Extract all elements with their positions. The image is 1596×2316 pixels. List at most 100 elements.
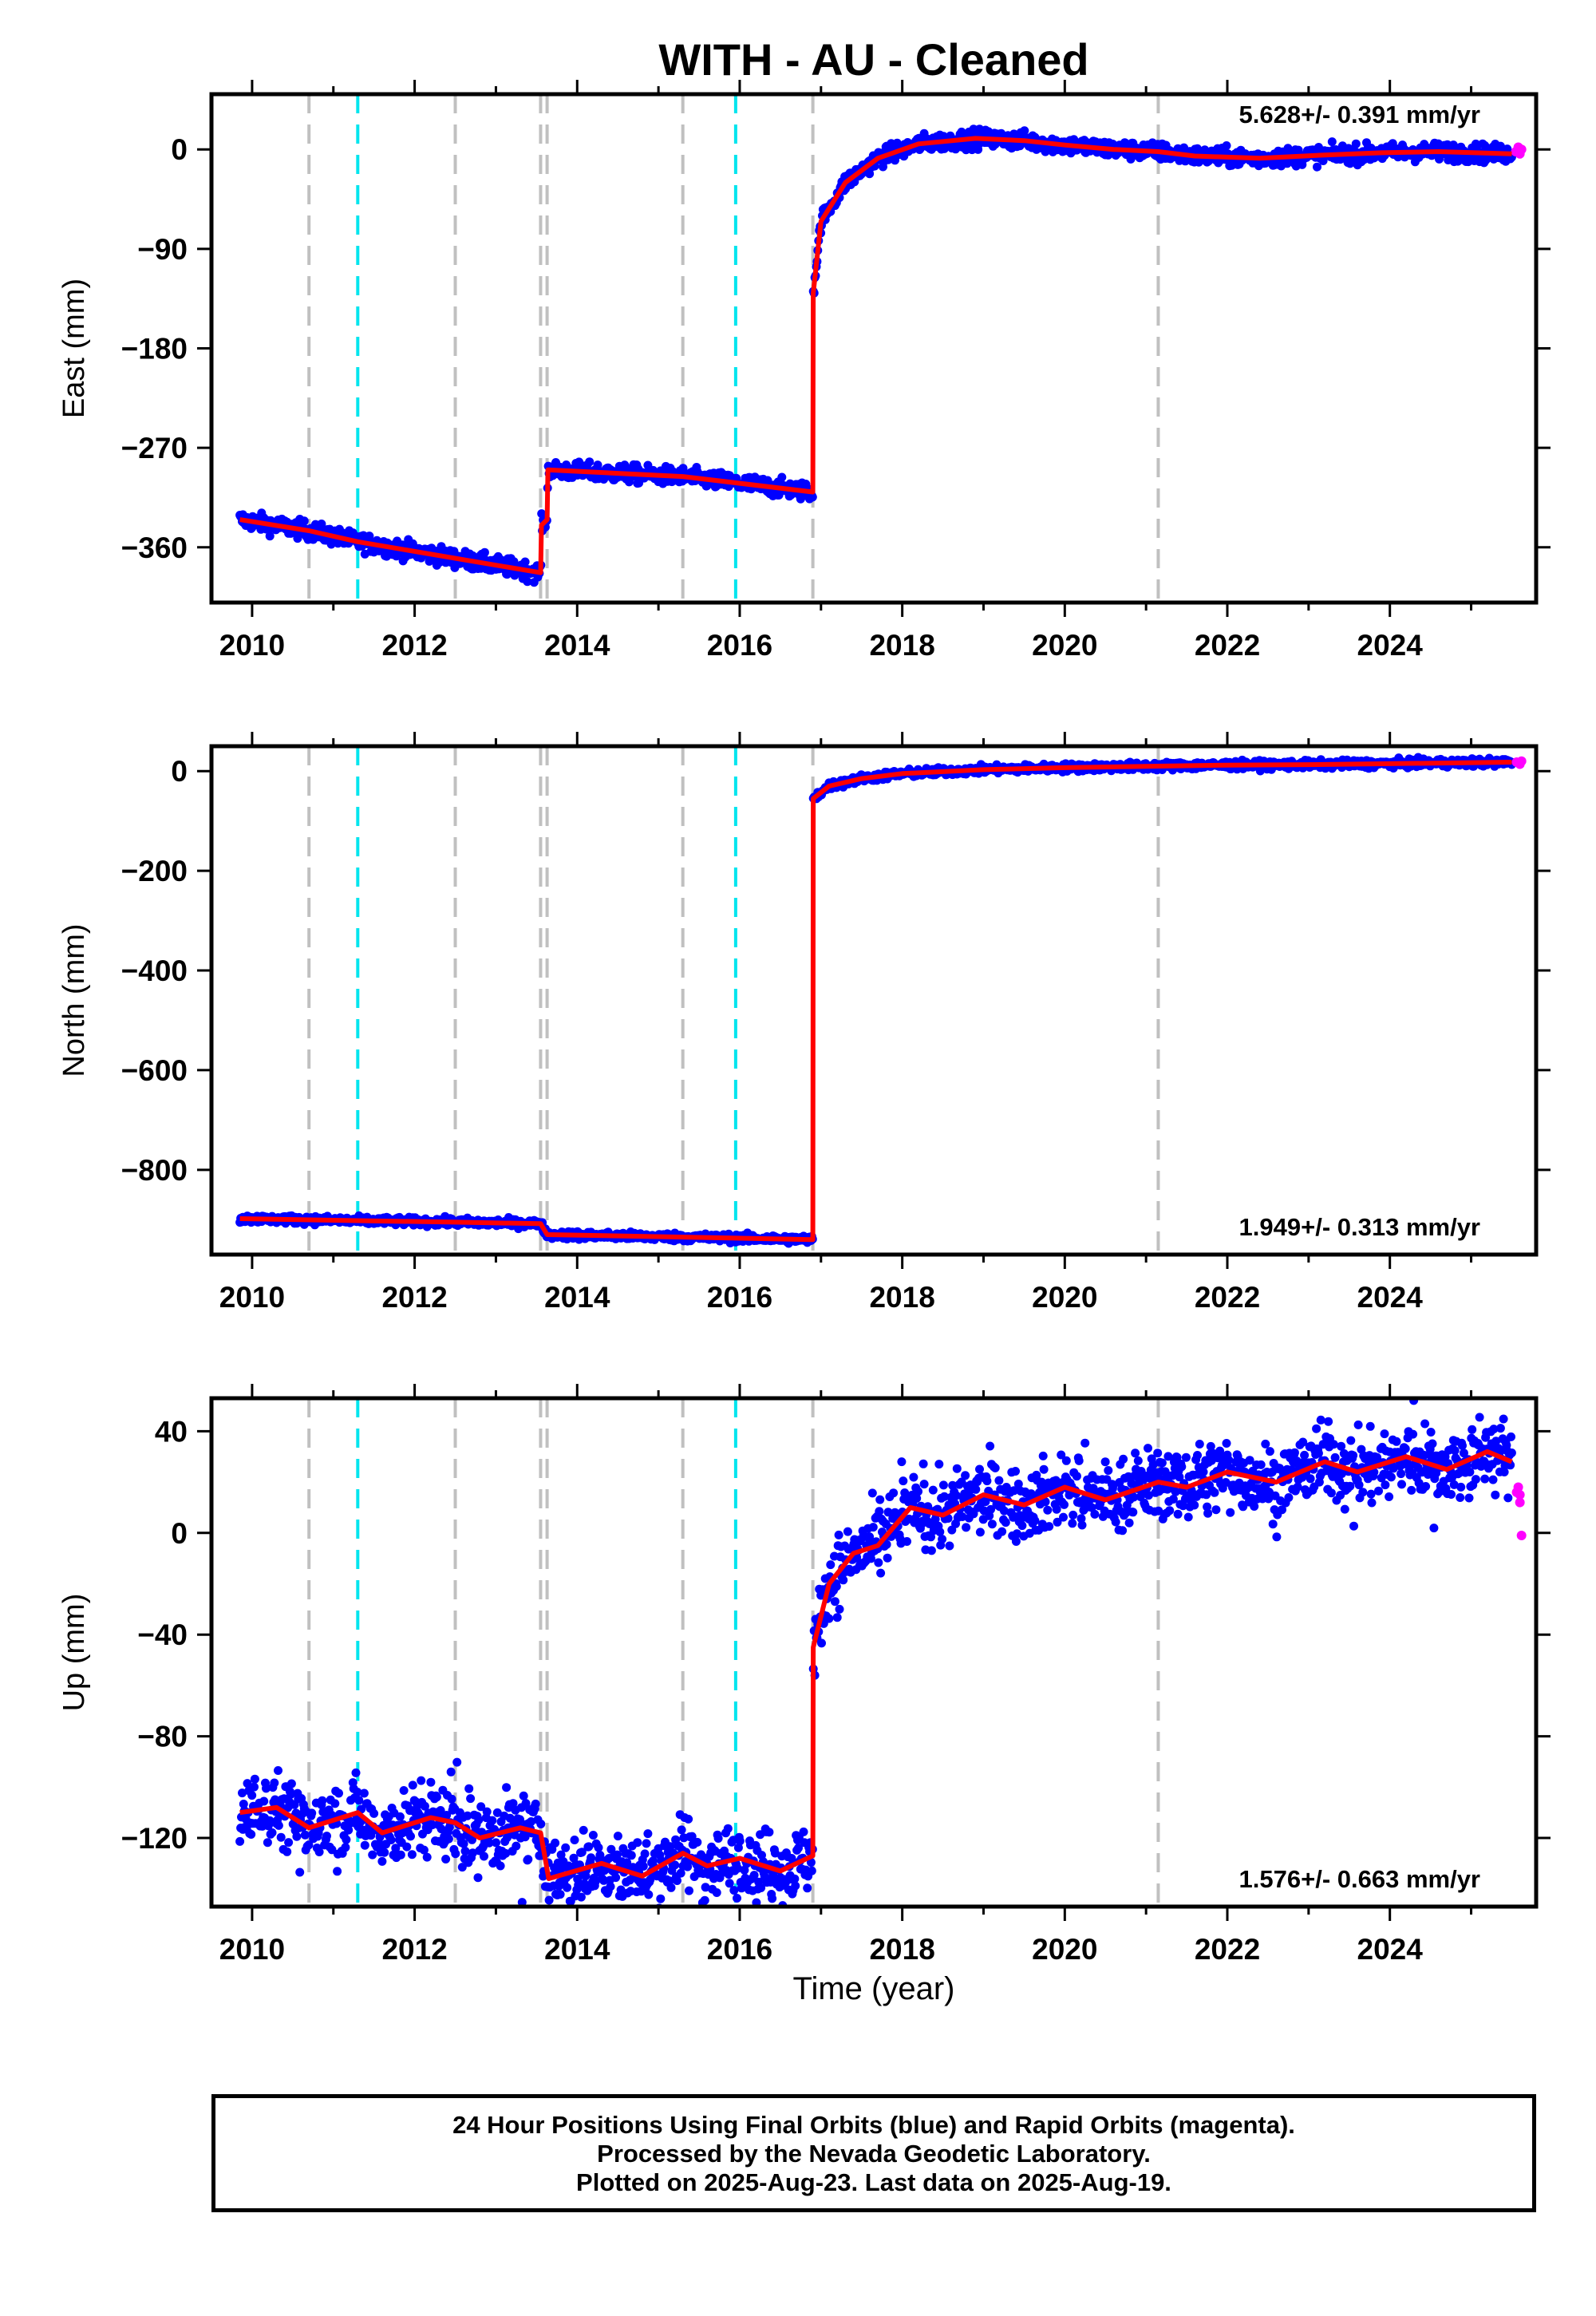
final-orbit-point xyxy=(1045,1522,1054,1531)
final-orbit-point xyxy=(685,1886,693,1895)
final-orbit-point xyxy=(1157,1458,1167,1468)
final-orbit-point xyxy=(1077,1520,1087,1530)
final-orbit-point xyxy=(945,1541,954,1551)
x-tick-label: 2014 xyxy=(544,629,610,662)
final-orbit-point xyxy=(368,1850,377,1860)
final-orbit-point xyxy=(520,557,530,567)
final-orbit-point xyxy=(466,1794,476,1804)
final-orbit-point xyxy=(263,1838,272,1848)
final-orbit-point xyxy=(938,1480,948,1490)
final-orbit-point xyxy=(597,1909,606,1918)
final-orbit-point xyxy=(441,1855,451,1863)
final-orbit-point xyxy=(407,1850,417,1860)
final-orbit-point xyxy=(1181,1452,1191,1462)
final-orbit-point xyxy=(408,1780,417,1790)
final-orbit-point xyxy=(377,1856,387,1866)
final-orbit-point xyxy=(638,1862,648,1871)
final-orbit-point xyxy=(402,1842,412,1852)
final-orbit-point xyxy=(1261,1439,1270,1448)
final-orbit-point xyxy=(839,1575,848,1585)
final-orbit-point xyxy=(791,1881,800,1891)
final-orbit-point xyxy=(865,169,875,179)
final-orbit-point xyxy=(914,1487,922,1496)
final-orbit-point xyxy=(1133,1456,1143,1465)
final-orbit-point xyxy=(987,1520,997,1529)
final-orbit-point xyxy=(1030,1516,1040,1525)
model-line xyxy=(239,136,1512,575)
final-orbit-point xyxy=(938,1535,947,1544)
final-orbit-point xyxy=(631,1919,640,1928)
final-orbit-point xyxy=(1043,1505,1053,1515)
final-orbit-point xyxy=(399,1786,409,1795)
final-orbit-point xyxy=(334,1788,343,1798)
final-orbit-point xyxy=(579,1825,588,1835)
x-tick-label: 2010 xyxy=(219,629,285,662)
final-orbit-point xyxy=(247,1830,256,1839)
final-orbit-point xyxy=(1011,1467,1020,1476)
final-orbit-point xyxy=(295,1867,305,1877)
final-orbit-point xyxy=(1256,1460,1266,1469)
final-orbit-point xyxy=(723,1824,733,1833)
final-orbit-point xyxy=(426,1777,436,1787)
final-orbit-point xyxy=(909,1472,918,1482)
final-orbit-point xyxy=(1210,1488,1219,1497)
final-orbit-point xyxy=(1313,162,1321,172)
final-orbit-point xyxy=(903,1537,911,1546)
final-orbit-point xyxy=(666,1883,676,1892)
final-orbit-point xyxy=(826,1560,836,1570)
final-orbit-point xyxy=(422,1852,432,1862)
final-orbit-point xyxy=(808,492,817,502)
final-orbit-point xyxy=(835,1604,844,1614)
final-orbit-point xyxy=(803,1883,812,1893)
final-orbit-point xyxy=(1165,1506,1175,1516)
final-orbit-point xyxy=(247,1791,257,1800)
final-orbit-point xyxy=(700,1895,709,1905)
final-orbit-point xyxy=(1268,1520,1278,1529)
final-orbit-point xyxy=(406,1832,415,1841)
final-orbit-point xyxy=(876,1568,886,1578)
final-orbit-point xyxy=(369,1808,379,1818)
final-orbit-point xyxy=(735,1836,745,1846)
final-orbit-point xyxy=(386,1836,396,1844)
final-orbit-point xyxy=(1131,1448,1140,1458)
final-orbit-point xyxy=(464,1784,474,1793)
final-orbit-point xyxy=(994,1476,1004,1485)
final-orbit-point xyxy=(1074,1456,1084,1465)
final-orbit-point xyxy=(986,1441,995,1451)
final-orbit-point xyxy=(1193,1451,1202,1460)
final-orbit-point xyxy=(482,1807,492,1816)
final-orbit-point xyxy=(1020,126,1029,136)
final-orbit-point xyxy=(342,1835,351,1844)
final-orbit-point xyxy=(783,1916,792,1925)
final-orbit-point xyxy=(544,1895,554,1905)
final-orbit-point xyxy=(1226,1508,1235,1517)
final-orbit-point xyxy=(284,1838,294,1848)
final-orbit-point xyxy=(317,520,326,528)
final-orbit-point xyxy=(975,1464,984,1474)
final-orbit-point xyxy=(561,1843,571,1852)
final-orbit-point xyxy=(395,1812,405,1821)
final-orbit-point xyxy=(359,1788,369,1798)
final-orbit-point xyxy=(1060,1500,1069,1509)
final-orbit-point xyxy=(990,1463,1000,1472)
final-orbit-point xyxy=(333,1867,342,1876)
final-orbit-point xyxy=(712,1888,721,1897)
final-orbit-point xyxy=(417,1776,426,1785)
final-orbit-point xyxy=(644,1890,654,1899)
final-orbit-point xyxy=(585,457,595,467)
final-orbit-point xyxy=(496,1861,505,1871)
final-orbit-point xyxy=(926,1546,936,1555)
final-orbit-point xyxy=(307,1808,317,1818)
final-orbit-point xyxy=(642,1839,651,1848)
final-orbit-point xyxy=(1312,1424,1321,1433)
final-orbit-point xyxy=(250,1782,259,1792)
final-orbit-point xyxy=(322,1832,331,1841)
final-orbit-point xyxy=(523,1855,533,1864)
final-orbit-point xyxy=(452,1757,462,1767)
final-orbit-point xyxy=(1173,1509,1183,1519)
final-orbit-point xyxy=(451,1849,460,1859)
final-orbit-point xyxy=(584,1842,594,1852)
y-tick-label: −270 xyxy=(121,432,188,464)
final-orbit-point xyxy=(274,1820,283,1830)
x-tick-label: 2022 xyxy=(1195,629,1260,662)
